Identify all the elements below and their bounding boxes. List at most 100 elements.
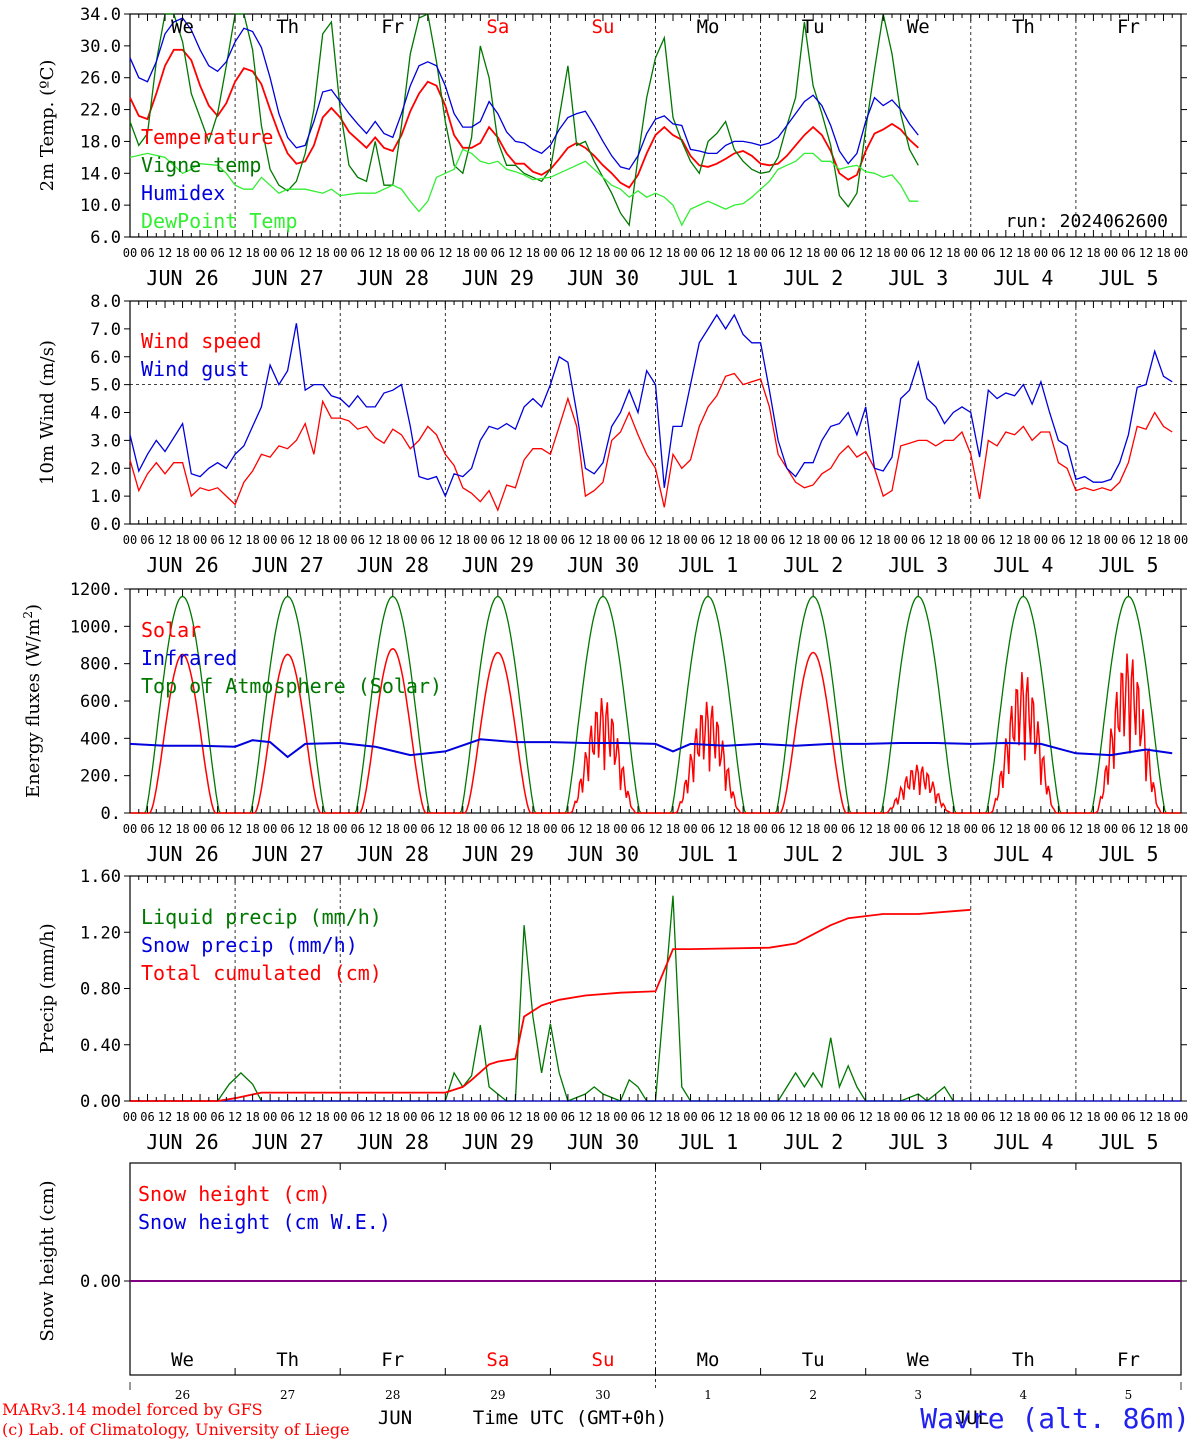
hour-tick-label: 00 (1104, 246, 1118, 260)
y-tick-label: 1200. (70, 580, 121, 600)
hour-tick-label: 12 (1069, 1110, 1083, 1124)
hour-tick-label: 00 (753, 1110, 767, 1124)
hour-tick-label: 06 (631, 822, 645, 836)
y-tick-label: 0.0 (90, 515, 121, 535)
hour-tick-label: 18 (946, 246, 960, 260)
y-tick-label: 6.0 (90, 348, 121, 368)
hour-tick-label: 12 (1139, 533, 1153, 547)
hour-tick-label: 00 (543, 1110, 557, 1124)
hour-tick-label: 00 (473, 246, 487, 260)
hour-tick-label: 06 (280, 533, 294, 547)
hour-tick-label: 18 (736, 246, 750, 260)
hour-tick-label: 12 (858, 1110, 872, 1124)
date-label: JUN 28 (357, 266, 429, 290)
date-label: JUL 5 (1098, 1130, 1158, 1154)
day-name-label: Su (592, 1349, 615, 1371)
hour-tick-label: 00 (1104, 1110, 1118, 1124)
y-tick-label: 26.0 (80, 69, 121, 89)
hour-tick-label: 00 (473, 1110, 487, 1124)
date-label: JUL 1 (678, 553, 738, 577)
y-axis-title: Snow height (cm) (37, 1180, 58, 1341)
hour-tick-label: 18 (736, 533, 750, 547)
series-line-dewpoint-temp (129, 148, 919, 227)
y-tick-label: 5.0 (90, 376, 121, 396)
y-tick-label: 10.0 (80, 196, 121, 216)
hour-tick-label: 00 (193, 822, 207, 836)
hour-tick-label: 06 (210, 246, 224, 260)
hour-tick-label: 00 (753, 822, 767, 836)
date-label: JUL 1 (678, 1130, 738, 1154)
day-number-label: 5 (1125, 1388, 1133, 1402)
hour-tick-label: 00 (403, 533, 417, 547)
hour-tick-label: 18 (526, 533, 540, 547)
y-tick-label: 0.00 (80, 1272, 121, 1292)
series-line-humidex (129, 17, 919, 171)
day-name-label: Mo (697, 16, 720, 38)
day-name-label: Sa (486, 1349, 509, 1371)
date-label: JUN 29 (462, 1130, 534, 1154)
y-axis-title: 10m Wind (m/s) (37, 340, 58, 485)
hour-tick-label: 00 (964, 533, 978, 547)
hour-tick-label: 00 (964, 822, 978, 836)
hour-tick-label: 06 (280, 1110, 294, 1124)
hour-tick-label: 18 (386, 1110, 400, 1124)
hour-tick-label: 06 (771, 533, 785, 547)
hour-tick-label: 18 (666, 822, 680, 836)
hour-tick-label: 12 (999, 246, 1013, 260)
date-label: JUN 30 (567, 553, 639, 577)
hour-tick-label: 18 (456, 1110, 470, 1124)
hour-tick-label: 00 (823, 246, 837, 260)
hour-tick-label: 12 (858, 246, 872, 260)
footer-model-line: MARv3.14 model forced by GFS (2, 1400, 263, 1419)
day-name-label: Th (1012, 1349, 1035, 1371)
day-number-label: 1 (704, 1388, 712, 1402)
hour-tick-label: 12 (508, 1110, 522, 1124)
legend-entry: Total cumulated (cm) (141, 961, 382, 985)
date-label: JUL 4 (993, 266, 1053, 290)
hour-tick-label: 18 (315, 1110, 329, 1124)
date-label: JUN 28 (357, 553, 429, 577)
hour-tick-label: 12 (158, 1110, 172, 1124)
hour-tick-label: 12 (368, 1110, 382, 1124)
hour-tick-label: 12 (1139, 1110, 1153, 1124)
hour-tick-label: 06 (210, 533, 224, 547)
date-label: JUN 26 (146, 1130, 218, 1154)
hour-tick-label: 06 (631, 1110, 645, 1124)
hour-tick-label: 18 (1016, 246, 1030, 260)
day-name-label: Fr (1117, 16, 1140, 38)
y-tick-label: 0.80 (80, 980, 121, 1000)
hour-tick-label: 06 (140, 1110, 154, 1124)
legend-entry: Humidex (141, 181, 225, 205)
hour-tick-label: 00 (753, 533, 767, 547)
hour-tick-label: 06 (841, 246, 855, 260)
y-tick-label: 0.40 (80, 1036, 121, 1056)
hour-tick-label: 00 (333, 822, 347, 836)
series-line-temperature (129, 48, 919, 189)
hour-tick-label: 00 (1104, 822, 1118, 836)
hour-tick-label: 18 (666, 246, 680, 260)
hour-tick-label: 06 (1121, 533, 1135, 547)
hour-tick-label: 06 (771, 822, 785, 836)
hour-tick-label: 00 (193, 246, 207, 260)
hour-tick-label: 00 (123, 246, 137, 260)
y-tick-label: 22.0 (80, 101, 121, 121)
date-label: JUL 2 (783, 553, 843, 577)
hour-tick-label: 12 (158, 533, 172, 547)
hour-tick-label: 18 (1156, 822, 1170, 836)
hour-tick-label: 06 (350, 1110, 364, 1124)
hour-tick-label: 06 (981, 246, 995, 260)
hour-tick-label: 06 (771, 246, 785, 260)
hour-tick-label: 00 (683, 1110, 697, 1124)
day-name-label: Mo (697, 1349, 720, 1371)
hour-tick-label: 00 (823, 533, 837, 547)
hour-tick-label: 18 (315, 533, 329, 547)
hour-tick-label: 00 (964, 246, 978, 260)
hour-tick-label: 00 (1174, 246, 1188, 260)
hour-tick-label: 00 (123, 1110, 137, 1124)
panel-frame-wind (129, 300, 1182, 525)
hour-tick-label: 18 (1086, 533, 1100, 547)
hour-tick-label: 18 (245, 533, 259, 547)
hour-tick-label: 00 (613, 533, 627, 547)
hour-tick-label: 18 (1156, 1110, 1170, 1124)
